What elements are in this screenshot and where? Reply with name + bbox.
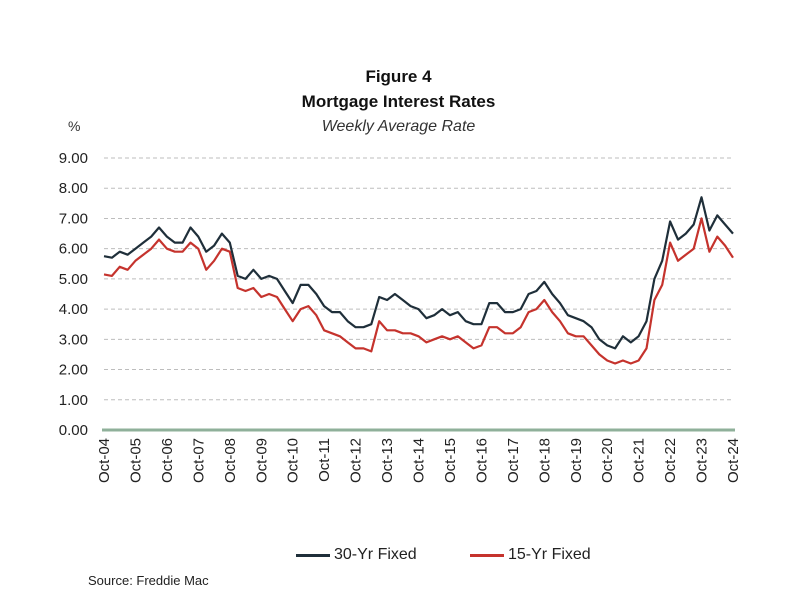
x-tick-label: Oct-19 bbox=[568, 438, 585, 483]
x-tick-label: Oct-24 bbox=[725, 438, 742, 483]
chart-subtitle: Weekly Average Rate bbox=[321, 118, 476, 135]
y-tick-label: 6.00 bbox=[59, 241, 88, 258]
legend-swatch-30yr bbox=[296, 553, 330, 557]
x-tick-label: Oct-14 bbox=[411, 438, 428, 483]
x-tick-label: Oct-12 bbox=[348, 438, 365, 483]
y-tick-label: 7.00 bbox=[59, 210, 88, 227]
x-tick-label: Oct-20 bbox=[599, 438, 616, 483]
x-tick-label: Oct-22 bbox=[662, 438, 679, 483]
x-tick-label: Oct-04 bbox=[96, 438, 113, 483]
x-tick-label: Oct-15 bbox=[442, 438, 459, 483]
y-axis-unit-label: % bbox=[68, 118, 81, 134]
y-tick-label: 0.00 bbox=[59, 422, 88, 439]
source-note: Source: Freddie Mac bbox=[88, 573, 209, 588]
legend-swatch-15yr bbox=[470, 553, 504, 557]
y-tick-label: 9.00 bbox=[59, 150, 88, 167]
legend-label-15yr: 15-Yr Fixed bbox=[508, 546, 591, 563]
y-tick-label: 4.00 bbox=[59, 301, 88, 318]
x-tick-label: Oct-17 bbox=[505, 438, 522, 483]
x-tick-label: Oct-05 bbox=[127, 438, 144, 483]
legend-item-15yr: 15-Yr Fixed bbox=[470, 546, 591, 564]
legend-item-30yr: 30-Yr Fixed bbox=[296, 546, 417, 564]
x-tick-label: Oct-18 bbox=[536, 438, 553, 483]
legend-label-30yr: 30-Yr Fixed bbox=[334, 546, 417, 563]
x-tick-label: Oct-23 bbox=[694, 438, 711, 483]
series-line-15yr bbox=[103, 217, 734, 365]
x-tick-label: Oct-09 bbox=[253, 438, 270, 483]
x-tick-label: Oct-07 bbox=[190, 438, 207, 483]
x-tick-label: Oct-06 bbox=[159, 438, 176, 483]
y-tick-label: 5.00 bbox=[59, 271, 88, 288]
chart-title: Mortgage Interest Rates bbox=[301, 92, 496, 111]
x-tick-label: Oct-13 bbox=[379, 438, 396, 483]
x-tick-label: Oct-21 bbox=[631, 438, 648, 483]
y-tick-label: 1.00 bbox=[59, 392, 88, 409]
y-tick-label: 2.00 bbox=[59, 362, 88, 379]
figure-label: Figure 4 bbox=[365, 67, 432, 86]
x-tick-label: Oct-08 bbox=[222, 438, 239, 483]
series-line-30yr bbox=[103, 196, 734, 350]
y-tick-label: 3.00 bbox=[59, 331, 88, 348]
x-tick-label: Oct-16 bbox=[473, 438, 490, 483]
x-tick-label: Oct-10 bbox=[285, 438, 302, 483]
y-tick-label: 8.00 bbox=[59, 180, 88, 197]
x-tick-label: Oct-11 bbox=[316, 438, 333, 482]
